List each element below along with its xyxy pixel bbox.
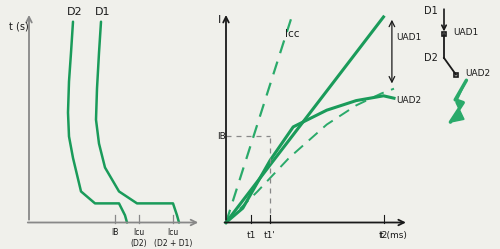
Text: Icc: Icc: [285, 29, 300, 39]
Text: t1': t1': [264, 231, 276, 240]
Text: IB: IB: [112, 229, 118, 238]
Text: D1: D1: [424, 6, 438, 16]
Text: UAD2: UAD2: [396, 96, 421, 105]
Text: D2: D2: [67, 7, 83, 17]
Text: t (ms): t (ms): [380, 231, 406, 240]
Polygon shape: [450, 80, 466, 122]
Text: t (s): t (s): [9, 22, 29, 32]
Text: D1: D1: [96, 7, 111, 17]
Text: IB: IB: [218, 132, 226, 141]
Text: UAD2: UAD2: [466, 69, 490, 78]
Text: I: I: [218, 14, 222, 25]
Text: Icu
(D2 + D1): Icu (D2 + D1): [154, 229, 192, 248]
Text: UAD1: UAD1: [454, 28, 479, 37]
Text: UAD1: UAD1: [396, 33, 421, 42]
Text: t1: t1: [246, 231, 256, 240]
Text: D2: D2: [424, 53, 438, 63]
Text: Icu
(D2): Icu (D2): [130, 229, 148, 248]
Text: t2: t2: [379, 231, 388, 240]
